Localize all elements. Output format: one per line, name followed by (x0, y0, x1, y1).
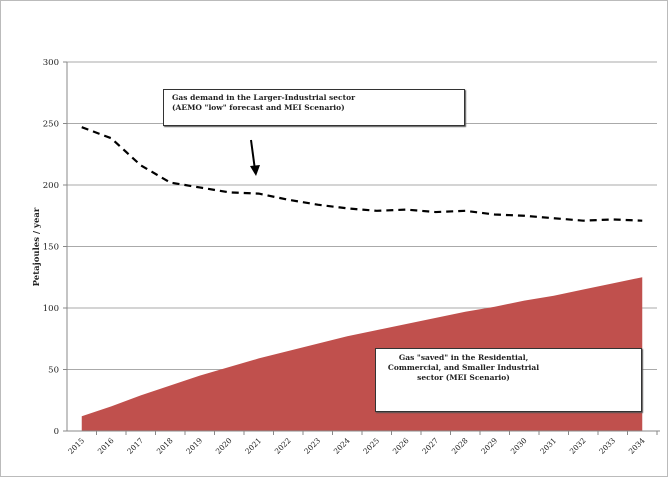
arrow-icon (250, 139, 260, 176)
x-tick-label: 2026 (391, 436, 411, 456)
x-tick-label: 2016 (96, 436, 116, 456)
x-tick-label: 2021 (243, 436, 263, 456)
x-tick-label: 2028 (450, 436, 470, 456)
x-tick-label: 2034 (627, 436, 647, 456)
x-tick-label: 2025 (361, 436, 381, 456)
demand-annotation-line1: Gas demand in the Larger-Industrial sect… (172, 93, 356, 102)
demand-annotation-line2: (AEMO "low" forecast and MEI Scenario) (172, 103, 345, 112)
x-tick-label: 2018 (155, 436, 175, 456)
x-tick-label: 2033 (597, 436, 617, 456)
x-tick-label: 2027 (420, 436, 440, 456)
x-tick-label: 2032 (568, 436, 588, 456)
x-tick-label: 2017 (125, 436, 145, 456)
x-tick-label: 2019 (184, 436, 204, 456)
y-tick-label: 300 (43, 58, 59, 68)
saved-annotation-line2: Commercial, and Smaller Industrial (387, 363, 540, 372)
y-tick-label: 100 (43, 304, 59, 314)
x-tick-label: 2024 (332, 436, 352, 456)
saved-annotation-line1: Gas "saved" in the Residential, (398, 353, 529, 362)
demand-dashed-line (81, 126, 643, 222)
demand-annotation: Gas demand in the Larger-Industrial sect… (163, 89, 465, 126)
y-axis-label: Petajoules / year (32, 207, 42, 286)
x-tick-label: 2020 (214, 436, 234, 456)
x-tick-label: 2030 (509, 436, 529, 456)
x-tick-label: 2029 (479, 436, 499, 456)
y-tick-label: 0 (54, 427, 59, 437)
y-tick-label: 150 (43, 243, 59, 253)
x-tick-label: 2023 (302, 436, 322, 456)
x-tick-label: 2022 (273, 436, 293, 456)
y-tick-label: 250 (43, 120, 59, 130)
x-tick-label: 2031 (538, 436, 558, 456)
saved-annotation: Gas "saved" in the Residential, Commerci… (375, 348, 642, 412)
x-tick-label: 2015 (66, 436, 86, 456)
y-tick-label: 200 (43, 181, 59, 191)
saved-annotation-line3: sector (MEI Scenario) (417, 373, 510, 382)
y-tick-label: 50 (48, 366, 59, 376)
